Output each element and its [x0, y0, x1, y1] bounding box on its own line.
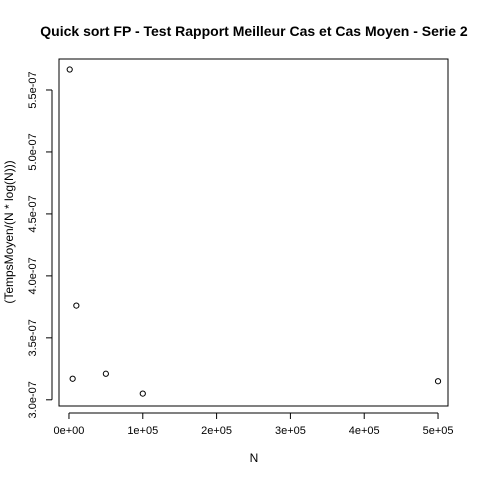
- data-points: [66, 66, 442, 397]
- x-axis: 0e+00 1e+05 2e+05 3e+05 4e+05 5e+05: [54, 412, 454, 437]
- data-point: [139, 390, 146, 397]
- x-tick-label: 5e+05: [423, 425, 454, 437]
- chart-title: Quick sort FP - Test Rapport Meilleur Ca…: [40, 23, 468, 39]
- x-tick-label: 0e+00: [54, 425, 85, 437]
- x-axis-label: N: [250, 451, 259, 465]
- plot-area: [58, 58, 449, 407]
- y-tick-label: 5.0e-07: [27, 133, 39, 170]
- x-tick-label: 4e+05: [349, 425, 380, 437]
- y-axis: 3.0e-07 3.5e-07 4.0e-07 4.5e-07 5.0e-07 5.5e-…: [27, 71, 53, 418]
- data-point: [69, 375, 76, 382]
- x-tick-label: 2e+05: [201, 425, 232, 437]
- y-axis-label: (TempsMoyen/(N * log(N))): [2, 160, 16, 303]
- y-tick-label: 5.5e-07: [27, 71, 39, 108]
- x-tick-label: 3e+05: [275, 425, 306, 437]
- data-point: [434, 378, 442, 385]
- data-point: [73, 302, 80, 309]
- y-tick-label: 3.5e-07: [27, 319, 39, 356]
- y-tick-label: 3.0e-07: [27, 381, 39, 418]
- data-point: [66, 66, 73, 73]
- y-tick-label: 4.5e-07: [27, 195, 39, 232]
- y-tick-label: 4.0e-07: [27, 257, 39, 294]
- data-point: [102, 370, 109, 377]
- x-tick-label: 1e+05: [127, 425, 158, 437]
